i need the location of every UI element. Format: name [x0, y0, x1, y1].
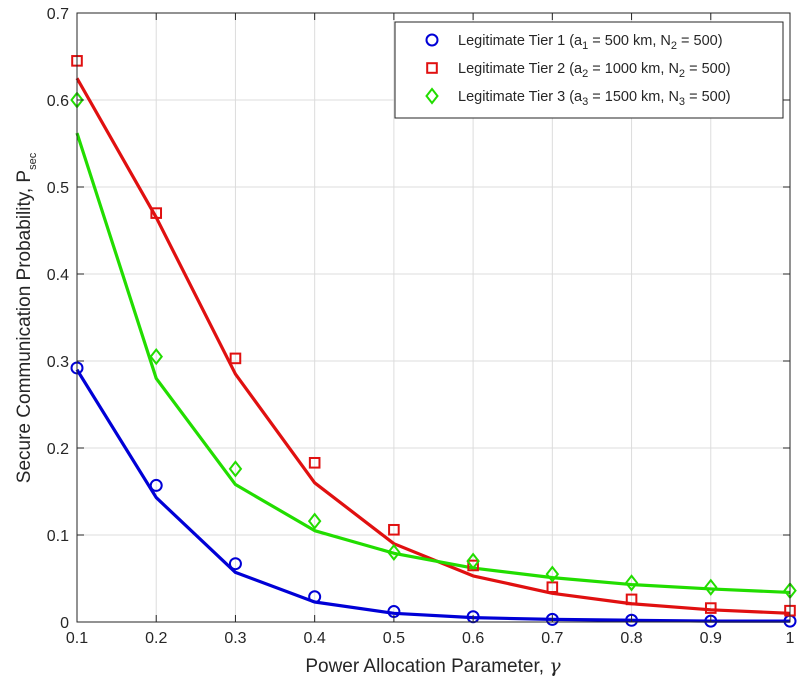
x-axis-label: Power Allocation Parameter, γ: [305, 655, 561, 677]
data-point-tier-1: [545, 612, 559, 626]
y-tick-label: 0.5: [47, 180, 69, 197]
data-point-tier-1: [625, 613, 639, 627]
data-point-tier-3: [307, 512, 322, 530]
data-point-tier-1: [149, 478, 163, 492]
data-point-tier-2: [467, 559, 479, 572]
legend-box: [394, 21, 784, 119]
legend-label-tier-2: Legitimate Tier 2 (a2 = 1000 km, N2 = 50…: [458, 61, 731, 80]
legend-label-tier-1: Legitimate Tier 1 (a1 = 500 km, N2 = 500…: [458, 33, 723, 52]
data-point-tier-2: [625, 593, 638, 606]
tick-labels: 0.1 0.2 0.3 0.4 0.5 0.6 0.7 0.8 0.9 100.10.20.30.…: [47, 6, 795, 647]
x-tick-label: 0.7: [541, 630, 563, 647]
data-point-tier-3: [149, 348, 163, 366]
series-lines: [75, 77, 791, 623]
x-tick-label: 0.8: [620, 630, 642, 647]
legend-label-tier-3: Legitimate Tier 3 (a3 = 1500 km, N3 = 50…: [458, 89, 731, 108]
data-point-tier-1: [228, 557, 242, 571]
x-tick-label: 0.1: [66, 630, 88, 647]
legend: Legitimate Tier 1 (a1 = 500 km, N2 = 500…: [394, 21, 784, 119]
x-tick-label: 0.2: [145, 630, 167, 647]
x-tick-label: 0.5: [383, 630, 405, 647]
data-point-tier-1: [308, 590, 322, 604]
data-point-tier-3: [624, 574, 639, 592]
data-point-tier-2: [150, 207, 163, 219]
y-tick-label: 0.3: [47, 354, 69, 371]
data-point-tier-3: [704, 578, 718, 596]
series-line-tier-3: [75, 132, 791, 595]
y-tick-label: 0: [60, 615, 69, 632]
legend-marker-tier-2: [426, 62, 438, 74]
axis-ticks: [76, 12, 791, 623]
x-tick-label: 0.9: [700, 630, 722, 647]
legend-entries: Legitimate Tier 1 (a1 = 500 km, N2 = 500…: [425, 33, 731, 108]
x-tick-label: 0.6: [462, 630, 484, 647]
legend-marker-tier-1: [425, 33, 439, 47]
x-tick-label: 0.4: [304, 630, 326, 647]
y-axis-label: Secure Communication Probability, Psec: [14, 152, 39, 483]
y-tick-label: 0.1: [47, 528, 69, 545]
legend-marker-tier-3: [425, 87, 439, 105]
x-tick-label: 0.3: [224, 630, 246, 647]
data-point-tier-3: [466, 552, 480, 570]
axes-box: [76, 12, 791, 623]
data-point-tier-3: [228, 460, 243, 478]
y-tick-label: 0.2: [47, 441, 69, 458]
series-markers: [70, 55, 797, 628]
data-point-tier-2: [388, 523, 400, 536]
series-line-tier-1: [75, 368, 790, 623]
y-tick-label: 0.7: [47, 6, 69, 23]
data-point-tier-3: [387, 543, 401, 562]
data-point-tier-3: [545, 565, 560, 583]
data-point-tier-2: [308, 456, 321, 469]
data-point-tier-2: [704, 602, 717, 614]
y-tick-label: 0.4: [47, 267, 69, 284]
x-tick-label: 1: [786, 630, 795, 647]
y-tick-label: 0.6: [47, 93, 69, 110]
data-point-tier-2: [229, 352, 242, 365]
